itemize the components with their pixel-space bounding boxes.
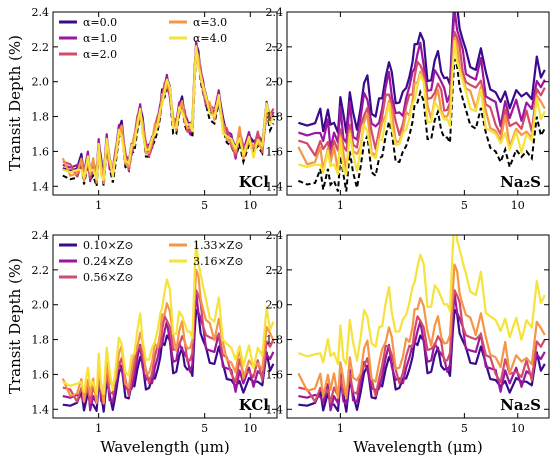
- legend: α=0.0 α=1.0 α=2.0 α=3.0 α=4.0: [59, 16, 227, 61]
- series-line: [298, 39, 546, 176]
- y-tick-label: 2.0: [266, 299, 284, 312]
- y-tick-label: 1.4: [266, 180, 284, 193]
- panel-label: KCl: [239, 173, 270, 191]
- y-tick-label: 2.4: [266, 229, 284, 242]
- y-tick-label: 1.6: [32, 145, 50, 158]
- y-tick-label: 2.4: [32, 229, 50, 242]
- y-tick-label: 1.6: [32, 368, 50, 381]
- y-axis-label: Transit Depth (%): [6, 35, 24, 171]
- panel-label: Na₂S: [500, 396, 541, 414]
- legend: 0.10×Z⊙ 0.24×Z⊙ 0.56×Z⊙ 1.33×Z⊙ 3.16×Z⊙: [59, 239, 244, 284]
- y-tick-label: 1.6: [266, 368, 284, 381]
- series-line: [298, 308, 546, 413]
- x-tick-label: 10: [511, 199, 525, 212]
- x-tick-label: 5: [461, 199, 468, 212]
- axes-frame: [286, 11, 550, 196]
- series-line: [61, 268, 275, 405]
- series-line: [62, 43, 275, 180]
- y-tick-label: 2.2: [32, 264, 50, 277]
- x-tick-label: 10: [511, 422, 525, 435]
- series-line: [297, 235, 546, 366]
- y-tick-label: 1.8: [32, 111, 50, 124]
- y-tick-label: 1.8: [266, 111, 284, 124]
- series-line: [298, 12, 546, 151]
- x-tick-label: 5: [201, 199, 208, 212]
- x-tick-label: 5: [461, 422, 468, 435]
- panel-top-right: 1.4 1.6 1.8 2.0 2.2 2.4 1 5 10 Na₂S: [266, 6, 550, 212]
- y-tick-label: 1.4: [32, 403, 50, 416]
- axes-frame: [52, 11, 278, 196]
- legend-label: α=0.0: [83, 16, 117, 29]
- y-tick-label: 2.0: [32, 76, 50, 89]
- y-tick-label: 2.0: [32, 299, 50, 312]
- legend-label: 0.24×Z⊙: [83, 255, 134, 268]
- x-tick-label: 5: [201, 422, 208, 435]
- series-line: [298, 292, 546, 412]
- legend-label: 0.10×Z⊙: [83, 239, 134, 252]
- x-tick-label: 10: [243, 199, 257, 212]
- x-tick-label: 1: [337, 422, 344, 435]
- legend-label: α=3.0: [193, 16, 227, 29]
- panel-bottom-left: 1.41.61.82.02.22.41 5 10KCl0.10×Z⊙0.24×Z⊙0…: [32, 229, 278, 435]
- x-tick-label: 1: [95, 199, 102, 212]
- legend-label: α=2.0: [83, 48, 117, 61]
- y-tick-label: 1.4: [32, 180, 50, 193]
- y-axis-label: Transit Depth (%): [6, 258, 24, 394]
- legend-label: α=4.0: [193, 32, 227, 45]
- panel-bottom-right: 1.4 1.6 1.8 2.0 2.2 2.4 1 5 10 Na₂S: [266, 229, 550, 435]
- series-line: [297, 263, 546, 400]
- y-tick-label: 2.0: [266, 76, 284, 89]
- y-tick-label: 2.2: [266, 41, 284, 54]
- legend-label: 0.56×Z⊙: [83, 271, 134, 284]
- legend-label: α=1.0: [83, 32, 117, 45]
- axes-frame: [52, 234, 278, 419]
- series-line: [298, 30, 546, 159]
- x-axis-label: Wavelength (μm): [353, 438, 482, 456]
- series-line: [298, 12, 546, 135]
- panel-label: Na₂S: [500, 173, 541, 191]
- y-tick-label: 2.2: [32, 41, 50, 54]
- legend-label: 1.33×Z⊙: [193, 239, 244, 252]
- legend-label: 3.16×Z⊙: [193, 255, 244, 268]
- y-tick-label: 2.4: [266, 6, 284, 19]
- axes-frame: [286, 234, 550, 419]
- series-line: [61, 48, 275, 185]
- series-line: [62, 45, 275, 181]
- y-tick-label: 2.2: [266, 264, 284, 277]
- panel-top-left: 1.4 1.6 1.8 2.0 2.2 2.4 1 5 10 KCl α=0.0 α=1.0 α=2.0…: [32, 6, 278, 212]
- x-axis-label: Wavelength (μm): [100, 438, 229, 456]
- y-tick-label: 1.8: [32, 334, 50, 347]
- reference-line: [298, 58, 546, 192]
- x-tick-label: 1: [337, 199, 344, 212]
- x-tick-label: 1: [95, 422, 102, 435]
- x-tick-label: 10: [243, 422, 257, 435]
- y-tick-label: 1.8: [266, 334, 284, 347]
- y-tick-label: 1.4: [266, 403, 284, 416]
- y-tick-label: 1.6: [266, 145, 284, 158]
- series-line: [62, 240, 275, 395]
- panel-label: KCl: [239, 396, 270, 414]
- series-line: [62, 308, 275, 413]
- y-tick-label: 2.4: [32, 6, 50, 19]
